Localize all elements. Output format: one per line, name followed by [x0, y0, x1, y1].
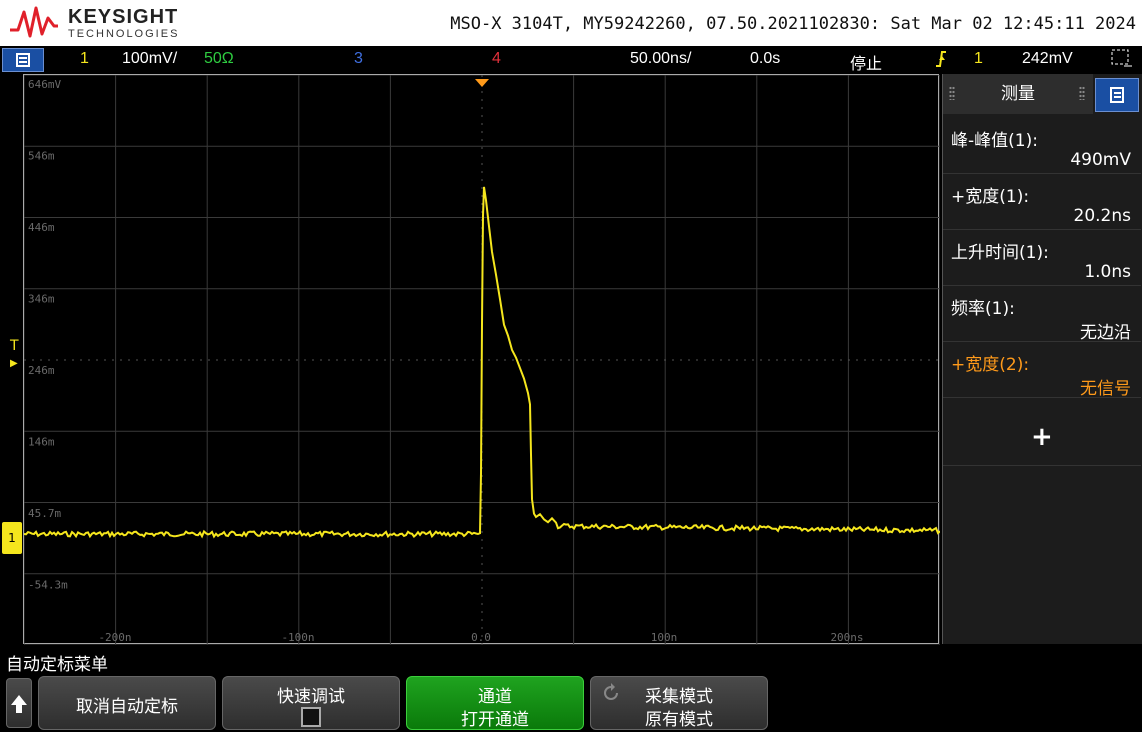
measurement-menu-button[interactable]	[1095, 78, 1139, 112]
fast-debug-checkbox[interactable]	[301, 707, 321, 727]
trigger-level[interactable]: 242mV	[1022, 50, 1073, 67]
ch1-impedance[interactable]: 50Ω	[204, 50, 234, 67]
cancel-autoscale-button[interactable]: 取消自动定标	[38, 676, 216, 730]
y-axis-label: 146m	[28, 436, 55, 449]
brand-sub: TECHNOLOGIES	[68, 28, 180, 40]
grip-icon	[949, 86, 955, 100]
delay[interactable]: 0.0s	[750, 50, 781, 67]
ch1-trace	[24, 186, 940, 539]
measurement-label: 峰-峰值(1):	[951, 131, 1038, 151]
measurement-value: 无信号	[1080, 379, 1131, 399]
y-axis-label: 446m	[28, 221, 55, 234]
softkey-menu-title: 自动定标菜单	[6, 655, 108, 675]
main-menu-button[interactable]	[2, 48, 44, 72]
ch3-label[interactable]: 3	[354, 50, 363, 67]
brand-name: KEYSIGHT	[68, 6, 179, 28]
add-measurement-button[interactable]: +	[943, 410, 1141, 466]
measurement-label: 上升时间(1):	[951, 243, 1049, 263]
y-axis-label: 546m	[28, 150, 55, 163]
keysight-wave-icon	[10, 6, 58, 38]
ch1-ground-marker[interactable]: 1	[2, 522, 22, 554]
ch4-label[interactable]: 4	[492, 50, 501, 67]
channels-button[interactable]: 通道 打开通道	[406, 676, 584, 730]
measurement-value: 1.0ns	[1084, 262, 1131, 282]
acquisition-mode-button[interactable]: 采集模式 原有模式	[590, 676, 768, 730]
axis-labels: 646mV 546m 446m 346m 246m 146m 45.7m -54.3m -200…	[28, 78, 864, 644]
refresh-icon	[604, 683, 618, 700]
status-bar: 1 100mV/ 50Ω 3 4 50.00ns/ 0.0s 停止 1 242m…	[0, 46, 1142, 74]
x-axis-label: -100n	[281, 631, 314, 644]
x-axis-label: 200ns	[830, 631, 863, 644]
measurement-panel: 测量 峰-峰值(1): 490mV +宽度(1): 20.2ns 上升时间(1)…	[942, 74, 1142, 644]
measurement-item[interactable]: 上升时间(1): 1.0ns	[943, 230, 1141, 286]
measurement-label: +宽度(2):	[951, 355, 1030, 375]
header-bar: KEYSIGHT TECHNOLOGIES MSO-X 3104T, MY592…	[0, 0, 1142, 46]
x-axis-label: 100n	[651, 631, 678, 644]
x-axis-label: 0.0	[471, 631, 491, 644]
trigger-source[interactable]: 1	[974, 50, 983, 67]
ch1-label[interactable]: 1	[80, 50, 89, 67]
timebase[interactable]: 50.00ns/	[630, 50, 692, 67]
waveform-svg: 646mV 546m 446m 346m 246m 146m 45.7m -54.3m -200…	[24, 75, 940, 645]
plus-icon: +	[1031, 422, 1053, 452]
trigger-position-marker[interactable]	[475, 74, 489, 93]
measurement-label: +宽度(1):	[951, 187, 1030, 207]
measurement-item[interactable]: +宽度(1): 20.2ns	[943, 174, 1141, 230]
y-axis-label: 246m	[28, 364, 55, 377]
keysight-logo: KEYSIGHT TECHNOLOGIES	[8, 4, 178, 42]
waveform-display[interactable]: 646mV 546m 446m 346m 246m 146m 45.7m -54.3m -200…	[23, 74, 940, 645]
ch1-scale[interactable]: 100mV/	[122, 50, 178, 67]
measurement-item[interactable]: 峰-峰值(1): 490mV	[943, 118, 1141, 174]
instrument-info: MSO-X 3104T, MY59242260, 07.50.202110283…	[450, 14, 1136, 34]
dashed-box-icon	[1110, 48, 1134, 75]
x-axis-label: -200n	[98, 631, 131, 644]
measurement-value: 490mV	[1070, 150, 1131, 170]
measurement-value: 无边沿	[1080, 323, 1131, 343]
grip-icon	[1079, 86, 1085, 100]
back-button[interactable]	[6, 678, 32, 728]
menu-icon	[16, 53, 30, 67]
measurement-label: 频率(1):	[951, 299, 1015, 319]
y-axis-label: 346m	[28, 293, 55, 306]
measurement-title[interactable]: 测量	[943, 74, 1093, 114]
up-arrow-icon	[11, 695, 27, 713]
trigger-edge-icon	[934, 48, 948, 75]
fast-debug-button[interactable]: 快速调试	[222, 676, 400, 730]
run-state[interactable]: 停止	[850, 56, 883, 73]
measurement-item[interactable]: 频率(1): 无边沿	[943, 286, 1141, 343]
measurement-value: 20.2ns	[1073, 206, 1131, 226]
y-axis-label: -54.3m	[28, 579, 68, 592]
softkey-bar: 取消自动定标 快速调试 通道 打开通道 采集模式 原有模式	[0, 674, 1142, 732]
trigger-level-marker[interactable]: T ▶	[10, 338, 19, 369]
measurement-item[interactable]: +宽度(2): 无信号	[943, 342, 1141, 399]
y-axis-label: 45.7m	[28, 507, 61, 520]
menu-icon	[1110, 87, 1124, 103]
y-axis-label: 646mV	[28, 78, 61, 91]
